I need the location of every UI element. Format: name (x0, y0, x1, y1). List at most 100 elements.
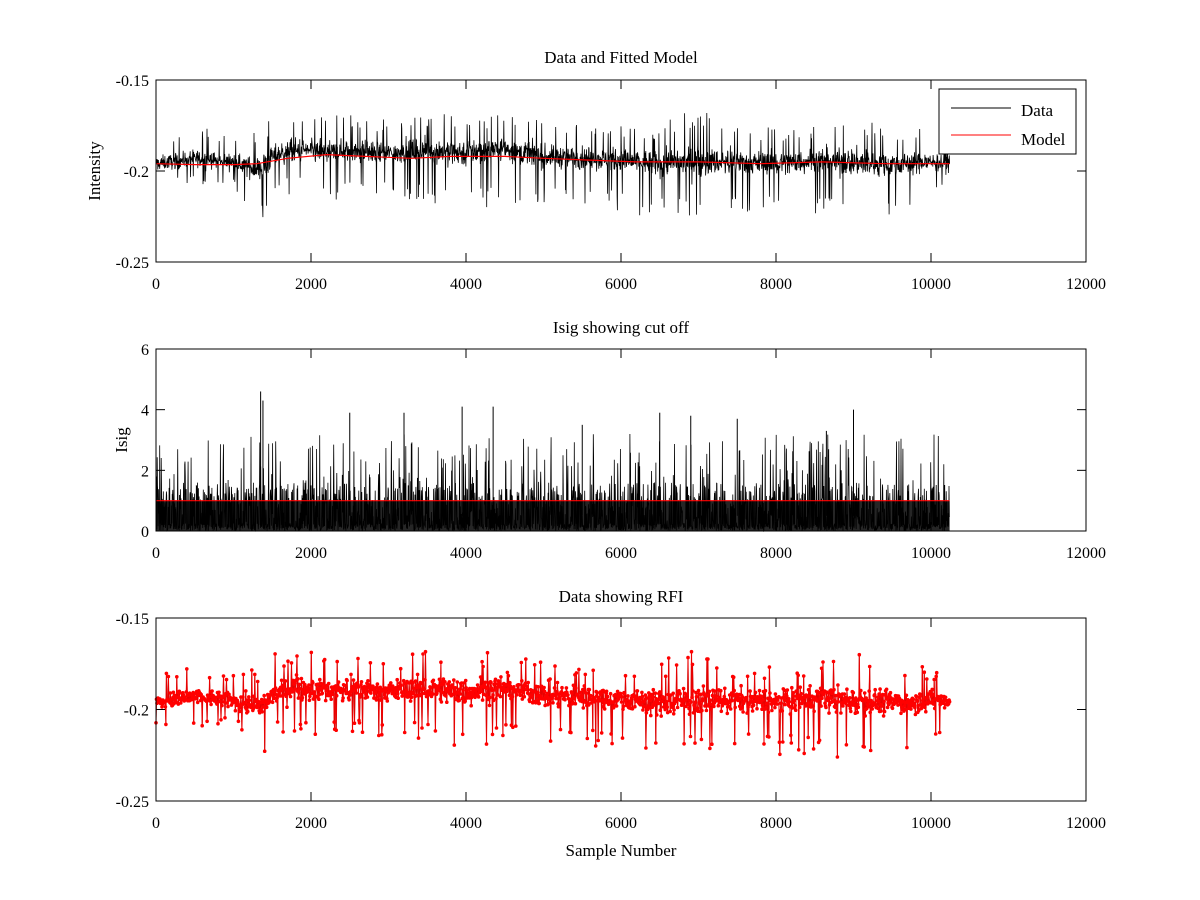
rfi-marker (602, 707, 607, 711)
rfi-marker (843, 698, 847, 703)
rfi-marker (785, 688, 790, 692)
rfi-marker (793, 708, 798, 712)
rfi-marker (760, 707, 764, 711)
rfi-marker (580, 693, 584, 698)
rfi-marker (751, 694, 755, 699)
rfi-marker (817, 738, 822, 743)
rfi-marker (431, 678, 436, 683)
rfi-marker (675, 705, 680, 710)
rfi-marker (236, 719, 241, 724)
rfi-marker (913, 712, 918, 717)
rfi-marker (694, 695, 699, 699)
rfi-marker (695, 706, 700, 710)
rfi-marker (574, 671, 579, 675)
rfi-marker (671, 712, 676, 716)
rfi-marker (374, 690, 378, 694)
rfi-marker (793, 703, 797, 708)
rfi-marker (882, 699, 886, 704)
rfi-marker (312, 690, 317, 694)
rfi-marker (745, 674, 750, 679)
rfi-marker (163, 705, 168, 709)
panel-1-ylabel: Intensity (85, 141, 104, 201)
x-tick-label: 12000 (1066, 276, 1106, 293)
rfi-marker (685, 697, 689, 701)
rfi-marker (459, 684, 464, 688)
rfi-marker (651, 687, 656, 692)
rfi-marker (296, 696, 301, 700)
rfi-marker (627, 702, 631, 706)
panel-2-ylabel: Isig (112, 427, 131, 453)
rfi-marker (790, 706, 795, 710)
rfi-marker (603, 697, 608, 701)
rfi-marker (256, 703, 261, 708)
rfi-marker (241, 695, 245, 699)
x-tick-label: 6000 (605, 276, 637, 293)
rfi-marker (252, 705, 257, 709)
x-tick-label: 8000 (760, 815, 792, 832)
rfi-marker (821, 660, 825, 664)
rfi-marker (254, 697, 259, 702)
rfi-marker (596, 738, 600, 743)
panel-2-series-layer (155, 391, 950, 532)
rfi-marker (364, 692, 368, 697)
rfi-marker (460, 732, 465, 737)
rfi-marker (556, 702, 560, 706)
rfi-marker (219, 718, 223, 722)
rfi-marker (710, 693, 715, 698)
rfi-marker (193, 696, 198, 701)
rfi-marker (856, 702, 860, 707)
rfi-marker (507, 693, 512, 698)
rfi-marker (577, 667, 581, 672)
rfi-marker (789, 741, 794, 745)
rfi-marker (815, 699, 819, 703)
rfi-marker (297, 682, 302, 687)
rfi-marker (699, 737, 704, 742)
rfi-marker (574, 686, 578, 690)
rfi-marker (164, 671, 169, 676)
rfi-marker (832, 687, 836, 692)
rfi-marker (389, 681, 393, 685)
rfi-marker (851, 690, 856, 695)
rfi-marker (632, 674, 637, 679)
rfi-marker (873, 687, 877, 692)
rfi-marker (666, 656, 671, 660)
rfi-marker (881, 714, 886, 718)
rfi-marker (343, 683, 348, 688)
rfi-marker (492, 688, 497, 692)
rfi-marker (710, 742, 714, 746)
x-tick-label: 4000 (450, 276, 482, 293)
rfi-marker (942, 706, 947, 710)
rfi-marker (885, 705, 890, 710)
rfi-marker (455, 680, 460, 684)
x-tick-label: 4000 (450, 545, 482, 562)
rfi-marker (841, 704, 845, 708)
rfi-marker (241, 672, 246, 677)
rfi-marker (279, 688, 283, 693)
rfi-marker (617, 695, 621, 699)
rfi-marker (619, 692, 623, 696)
rfi-marker (733, 705, 737, 710)
rfi-marker (844, 701, 848, 706)
rfi-marker (345, 678, 349, 683)
rfi-marker (579, 696, 584, 701)
rfi-marker (744, 697, 749, 701)
rfi-marker (270, 700, 275, 705)
rfi-marker (200, 723, 204, 728)
legend: Data Model (938, 88, 1077, 155)
rfi-marker (316, 682, 321, 686)
rfi-marker (435, 691, 439, 695)
rfi-marker (658, 708, 663, 712)
rfi-marker (485, 650, 490, 655)
rfi-marker (349, 689, 354, 693)
series-model-line (155, 153, 950, 166)
rfi-marker (517, 683, 521, 687)
rfi-marker (340, 698, 345, 703)
rfi-marker (898, 702, 903, 706)
panel-3-ticks-layer: 0 2000 4000 6000 8000 10000 12000 -0.15 -0.2 -0.2… (116, 611, 1106, 832)
rfi-marker (469, 703, 474, 708)
rfi-marker (381, 662, 386, 666)
rfi-marker (732, 741, 737, 746)
rfi-marker (395, 677, 400, 682)
rfi-marker (762, 742, 766, 746)
rfi-marker (698, 702, 703, 707)
